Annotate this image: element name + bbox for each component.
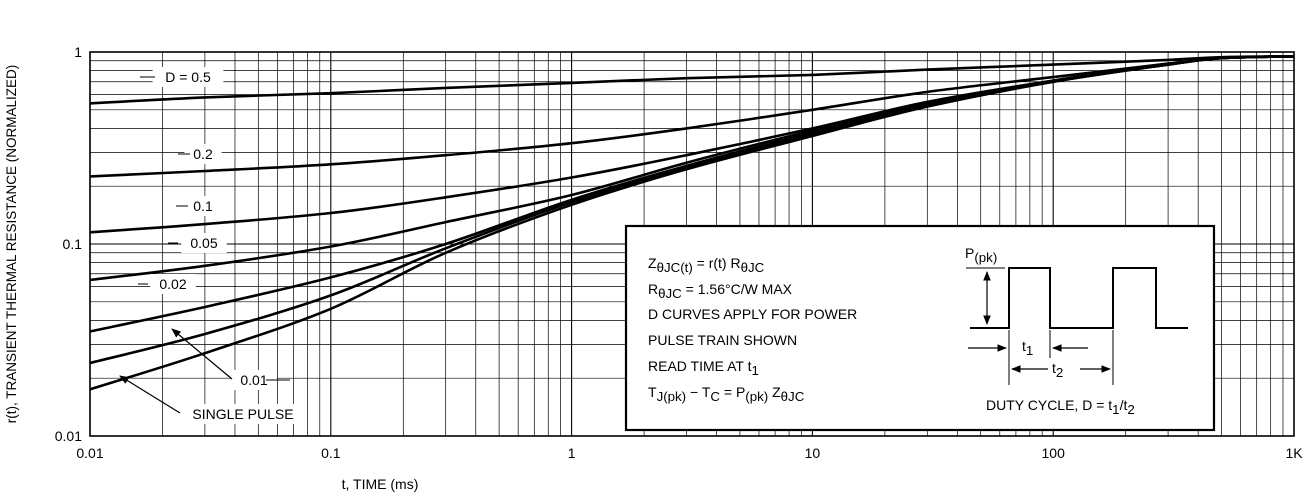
series-label-bg	[184, 196, 222, 216]
series-label-group-4: 0.02	[138, 274, 196, 294]
pointer-0.01	[171, 328, 233, 380]
series-label-1: 0.2	[193, 146, 213, 162]
t2-label: t2	[1052, 360, 1063, 380]
y-axis-label: r(t), TRANSIENT THERMAL RESISTANCE (NORM…	[4, 65, 19, 424]
x-tick-label: 100	[1042, 445, 1066, 461]
t1-label: t1	[1022, 338, 1033, 358]
series-label-bg	[152, 67, 224, 87]
series-line-6	[89, 55, 1295, 391]
x-tick-label: 0.1	[321, 445, 341, 461]
series-label-5: 0.01	[240, 372, 267, 388]
series-label-4: 0.02	[159, 276, 186, 292]
series-label-group-6: SINGLE PULSE	[186, 404, 300, 424]
formula-line-5: TJ(pk) − TC = P(pk) ZθJC	[648, 384, 805, 404]
y-tick-label: 0.1	[63, 236, 83, 252]
series-line-0	[89, 55, 1295, 105]
pulse-labels: P(pk) t1 t2 DUTY CYCLE, D = t1/t2	[965, 245, 1135, 417]
pulse-waveform	[970, 267, 1188, 329]
series-label-2: 0.1	[193, 198, 213, 214]
series-label-group-0: D = 0.5	[140, 67, 224, 87]
series-label-group-5: 0.01	[231, 370, 290, 390]
y-tick-label: 1	[74, 44, 82, 60]
pointer-single-pulse	[119, 375, 181, 414]
series-label-bg	[150, 274, 196, 294]
series-line-2	[89, 55, 1295, 234]
pulse-diagram: P(pk) t1 t2 DUTY CYCLE, D = t1/t2	[965, 245, 1188, 417]
series-label-bg	[181, 233, 227, 253]
series-label-bg	[231, 370, 277, 390]
series-label-0: D = 0.5	[165, 69, 211, 85]
formula-line-2: D CURVES APPLY FOR POWER	[648, 306, 857, 322]
x-tick-label: 10	[805, 445, 821, 461]
series-label-group-2: 0.1	[176, 196, 222, 216]
y-tick-label: 0.01	[55, 428, 82, 444]
series-label-3: 0.05	[190, 235, 217, 251]
series-labels: D = 0.5 0.2 0.1 0.05 0.02 0.01 SINGLE PULSE	[138, 67, 300, 424]
series-label-group-3: 0.05	[168, 233, 227, 253]
series-lines	[89, 55, 1295, 391]
x-tick-label: 0.01	[76, 445, 103, 461]
formula-lines: ZθJC(t) = r(t) RθJC RθJC = 1.56°C/W MAX D …	[648, 255, 857, 404]
series-label-bg	[186, 404, 300, 424]
info-box: ZθJC(t) = r(t) RθJC RθJC = 1.56°C/W MAX D …	[624, 224, 1216, 432]
series-label-6: SINGLE PULSE	[192, 406, 293, 422]
formula-line-3: PULSE TRAIN SHOWN	[648, 332, 797, 348]
formula-line-4: READ TIME AT t1	[648, 358, 759, 378]
peak-label: P(pk)	[965, 245, 997, 265]
series-label-bg	[184, 144, 222, 164]
formula-line-0: ZθJC(t) = r(t) RθJC	[648, 255, 765, 275]
series-label-group-1: 0.2	[178, 144, 222, 164]
x-axis-label: t, TIME (ms)	[342, 476, 419, 492]
plot-frame	[89, 51, 1295, 437]
series-line-1	[89, 55, 1295, 178]
x-tick-label: 1	[568, 445, 576, 461]
formula-line-1: RθJC = 1.56°C/W MAX	[648, 281, 793, 301]
duty-cycle-label: DUTY CYCLE, D = t1/t2	[986, 397, 1135, 417]
x-tick-label: 1K	[1285, 445, 1303, 461]
info-box-frame	[624, 224, 1216, 432]
tick-labels: 0.01 0.1 1 10 100 1K 1 0.1 0.01	[55, 44, 1303, 461]
